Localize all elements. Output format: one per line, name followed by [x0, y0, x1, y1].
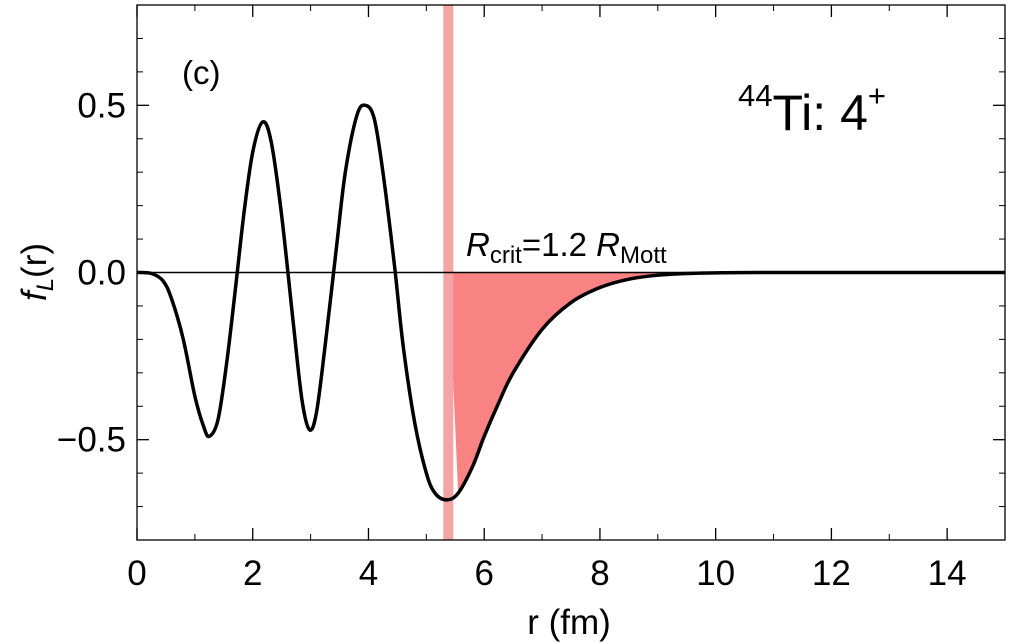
nucleus-label: 44Ti: 4+: [738, 78, 886, 141]
x-tick-label: 6: [474, 554, 493, 593]
x-tick-label: 0: [127, 554, 146, 593]
x-tick-label: 8: [590, 554, 609, 593]
y-tick-label: −0.5: [57, 421, 126, 460]
y-tick-label: 0.0: [77, 254, 126, 293]
x-tick-label: 12: [812, 554, 851, 593]
shaded-region: [448, 272, 1005, 494]
r-crit-equation: =1.2: [522, 226, 596, 263]
r-mott-subscript: Mott: [620, 242, 667, 269]
x-tick-label: 2: [243, 554, 262, 593]
y-axis-title: fL(r): [15, 243, 59, 301]
panel-label: (c): [182, 54, 220, 91]
x-tick-label: 10: [696, 554, 735, 593]
y-axis-sub: L: [32, 278, 59, 291]
x-axis-title: r (fm): [527, 603, 611, 642]
spin-parity: +: [868, 78, 886, 113]
mass-number: 44: [738, 78, 772, 113]
critical-radius-label: Rcrit=1.2 RMott: [466, 226, 667, 269]
x-tick-label: 4: [359, 554, 378, 593]
r-crit-symbol: R: [466, 226, 490, 263]
r-mott-symbol: R: [596, 226, 620, 263]
y-axis-rest: (r): [15, 243, 54, 278]
x-tick-label: 14: [928, 554, 967, 593]
series-line: [137, 103, 1005, 502]
y-tick-label: 0.5: [77, 86, 126, 125]
r-crit-subscript: crit: [490, 242, 522, 269]
nucleus-symbol: Ti: 4: [772, 85, 867, 141]
